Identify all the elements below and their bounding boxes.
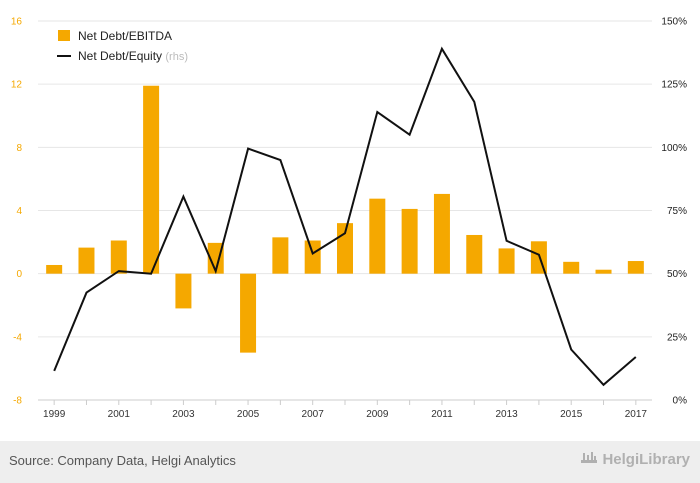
legend-label-line: Net Debt/Equity (rhs) <box>78 49 188 63</box>
y-left-tick-label: -8 <box>13 396 22 407</box>
x-tick-label: 1999 <box>43 409 66 420</box>
y-right-tick-label: 75% <box>667 206 687 217</box>
legend-line-name: Net Debt/Equity <box>78 49 162 63</box>
bar <box>498 248 515 274</box>
y-left-tick-label: 12 <box>11 80 23 91</box>
x-axis: 1999 2001 2003 2005 2007 2009 2011 2013 2015 2017 <box>38 399 652 420</box>
legend-label-bar: Net Debt/EBITDA <box>78 29 172 43</box>
y-axis-left: -8 -4 0 4 8 12 16 <box>11 17 23 407</box>
bar <box>207 242 224 274</box>
line-path <box>53 46 637 387</box>
chart: -8 -4 0 4 8 12 16 0% 25% 50% 75% 100% 125% 150% 1999… <box>11 17 687 421</box>
bar <box>46 264 63 274</box>
bar <box>304 240 321 274</box>
bar <box>110 240 127 274</box>
bar-series <box>46 85 644 353</box>
bar <box>369 198 386 274</box>
y-right-tick-label: 50% <box>667 269 687 280</box>
y-left-tick-label: 8 <box>16 143 22 154</box>
y-right-tick-label: 150% <box>661 17 687 28</box>
bar <box>563 261 580 274</box>
x-tick-label: 2017 <box>625 409 648 420</box>
bar <box>175 273 192 309</box>
library-icon <box>581 452 598 463</box>
y-left-tick-label: 4 <box>16 206 22 217</box>
brand-logo[interactable]: HelgiLibrary <box>580 451 690 468</box>
y-right-tick-label: 0% <box>673 396 688 407</box>
x-tick-label: 2013 <box>495 409 518 420</box>
x-tick-label: 2007 <box>302 409 325 420</box>
bar <box>78 247 95 274</box>
y-right-tick-label: 125% <box>661 80 687 91</box>
x-tick-label: 2011 <box>431 409 453 420</box>
y-right-tick-label: 25% <box>667 332 687 343</box>
x-tick-label: 2005 <box>237 409 260 420</box>
x-tick-label: 2009 <box>366 409 389 420</box>
x-tick-label: 2015 <box>560 409 583 420</box>
footer: Source: Company Data, Helgi Analytics He… <box>0 441 700 483</box>
x-tick-label: 2001 <box>108 409 131 420</box>
bar <box>595 269 612 274</box>
y-right-tick-label: 100% <box>661 143 687 154</box>
y-left-tick-label: 16 <box>11 17 23 28</box>
source-text: Source: Company Data, Helgi Analytics <box>9 453 236 468</box>
bar <box>627 261 644 274</box>
legend-swatch-bar <box>58 30 70 41</box>
legend-line-note: (rhs) <box>165 51 188 63</box>
brand-text: HelgiLibrary <box>602 451 690 468</box>
gridlines <box>38 20 652 401</box>
bar <box>401 208 418 274</box>
bar <box>240 273 257 353</box>
x-tick-label: 2003 <box>172 409 195 420</box>
y-axis-right: 0% 25% 50% 75% 100% 125% 150% <box>661 17 687 407</box>
y-left-tick-label: -4 <box>13 332 22 343</box>
bar <box>143 85 160 274</box>
line-series <box>53 46 637 387</box>
y-left-tick-label: 0 <box>16 269 22 280</box>
bar <box>433 193 450 274</box>
bar <box>272 237 289 274</box>
bar <box>466 234 483 274</box>
legend: Net Debt/EBITDA Net Debt/Equity (rhs) <box>57 29 188 63</box>
